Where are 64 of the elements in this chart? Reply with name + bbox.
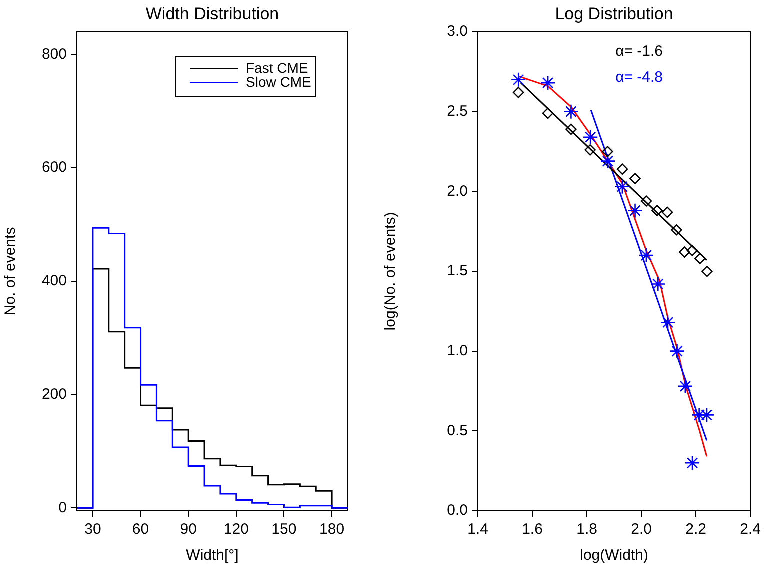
y-tick-label: 0.0 [447, 502, 468, 520]
y-tick-label: 2.5 [447, 102, 468, 120]
point [602, 146, 614, 158]
x-tick-label: 1.8 [576, 521, 598, 538]
x-tick-label: 90 [180, 521, 197, 538]
x-tick-label: 2.4 [740, 521, 762, 538]
point [510, 72, 526, 88]
y-tick-label: 2.0 [447, 182, 468, 200]
point [694, 253, 706, 264]
point [614, 179, 630, 195]
y-tick-label: 400 [42, 272, 67, 290]
point [692, 408, 707, 423]
y-tick-label: 1.0 [447, 342, 468, 360]
point [662, 206, 674, 218]
x-tick-label: 1.6 [522, 521, 543, 538]
text: α= -1.6 [616, 43, 664, 60]
y-tick-label: 0 [58, 499, 67, 516]
chart-title: Width Distribution [146, 4, 280, 24]
y-tick-label: 1.5 [447, 262, 468, 280]
y-tick-label: 600 [42, 159, 67, 176]
x-tick-label: 2.2 [686, 521, 706, 538]
point [630, 173, 641, 185]
y-tick-label: 800 [42, 46, 67, 63]
x-tick-label: 2.0 [631, 521, 652, 538]
point [564, 104, 579, 120]
point [652, 205, 664, 216]
legend-label: Fast CME [246, 60, 308, 76]
point [616, 164, 628, 175]
chart-title: Log Distribution [555, 4, 674, 24]
point [702, 266, 713, 278]
x-tick-label: 60 [132, 521, 150, 538]
point [670, 344, 685, 359]
point [628, 203, 643, 218]
y-tick-label: 3.0 [447, 23, 468, 40]
y-axis-title: No. of events [2, 227, 20, 316]
point [650, 276, 666, 292]
point [684, 455, 700, 471]
x-axis-title: Width[°] [186, 547, 239, 564]
point [660, 314, 676, 330]
point [686, 245, 698, 256]
y-tick-label: 0.5 [447, 422, 468, 440]
point [542, 108, 554, 120]
point [678, 378, 694, 394]
point [638, 248, 654, 264]
x-tick-label: 180 [320, 521, 345, 538]
point [512, 87, 524, 98]
y-tick-label: 200 [42, 386, 67, 403]
x-tick-label: 1.4 [468, 521, 488, 538]
point [671, 224, 682, 236]
point [540, 75, 556, 91]
x-tick-label: 30 [84, 521, 102, 538]
point [678, 246, 690, 258]
x-tick-label: 150 [272, 521, 297, 538]
point [582, 130, 598, 146]
x-tick-label: 120 [224, 521, 249, 538]
point [640, 196, 652, 207]
text: α= -4.8 [616, 69, 664, 86]
point [566, 124, 577, 136]
legend-label: Slow CME [246, 74, 312, 90]
point [600, 154, 616, 169]
point [584, 144, 596, 156]
y-axis-title: log(No. of events) [382, 212, 400, 331]
x-axis-title: log(Width) [580, 547, 648, 564]
point [699, 408, 715, 423]
